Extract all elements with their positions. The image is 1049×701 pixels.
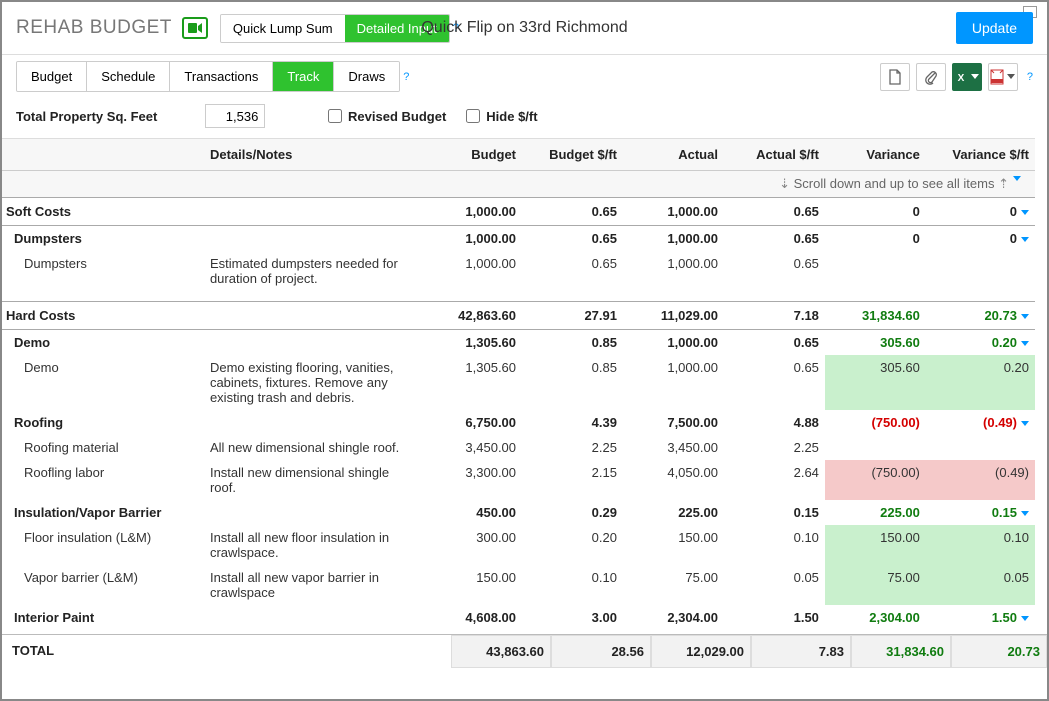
table-row[interactable]: Roofing materialAll new dimensional shin… <box>2 435 1035 460</box>
col-actual[interactable]: Actual <box>623 139 724 171</box>
sqft-label: Total Property Sq. Feet <box>16 109 157 124</box>
table-row[interactable]: Floor insulation (L&M)Install all new fl… <box>2 525 1035 565</box>
total-row: TOTAL 43,863.60 28.56 12,029.00 7.83 31,… <box>2 634 1047 668</box>
section-row[interactable]: Hard Costs42,863.6027.9111,029.007.1831,… <box>2 302 1035 330</box>
header: REHAB BUDGET Quick Lump Sum Detailed Inp… <box>2 2 1047 55</box>
total-budget-ft: 28.56 <box>551 635 651 668</box>
help-icon[interactable]: ? <box>1027 71 1033 83</box>
update-button[interactable]: Update <box>956 12 1033 44</box>
table-row[interactable]: Vapor barrier (L&M)Install all new vapor… <box>2 565 1035 605</box>
new-doc-icon[interactable] <box>880 63 910 91</box>
subtotal-row[interactable]: Interior Paint4,608.003.002,304.001.502,… <box>2 605 1035 630</box>
toolbar: Budget Schedule Transactions Track Draws… <box>2 55 1047 98</box>
hide-dollarft-label: Hide $/ft <box>486 109 537 124</box>
table-row[interactable]: DumpstersEstimated dumpsters needed for … <box>2 251 1035 291</box>
expand-caret-icon[interactable] <box>1021 511 1029 516</box>
subtotal-row[interactable]: Demo1,305.600.851,000.000.65305.600.20 <box>2 330 1035 356</box>
expand-caret-icon[interactable] <box>1021 210 1029 215</box>
app-window: REHAB BUDGET Quick Lump Sum Detailed Inp… <box>0 0 1049 701</box>
subtotal-row[interactable]: Insulation/Vapor Barrier450.000.29225.00… <box>2 500 1035 525</box>
col-blank <box>2 139 204 171</box>
budget-table: Details/Notes Budget Budget $/ft Actual … <box>2 138 1035 668</box>
tab-schedule[interactable]: Schedule <box>87 62 170 91</box>
tab-budget[interactable]: Budget <box>17 62 87 91</box>
total-variance: 31,834.60 <box>851 635 951 668</box>
section-row[interactable]: Soft Costs1,000.000.651,000.000.6500 <box>2 198 1035 226</box>
expand-caret-icon[interactable] <box>1021 341 1029 346</box>
scroll-hint: ⇣ Scroll down and up to see all items ⇡ <box>2 171 1035 198</box>
attachment-icon[interactable] <box>916 63 946 91</box>
revised-budget-label: Revised Budget <box>348 109 446 124</box>
subtotal-row[interactable]: Roofing6,750.004.397,500.004.88(750.00)(… <box>2 410 1035 435</box>
table-row[interactable]: Roofling laborInstall new dimensional sh… <box>2 460 1035 500</box>
export-excel-button[interactable]: X <box>952 63 982 91</box>
col-details[interactable]: Details/Notes <box>204 139 421 171</box>
svg-text:X: X <box>958 73 965 84</box>
video-icon[interactable] <box>182 17 208 39</box>
expand-caret-icon[interactable] <box>1021 314 1029 319</box>
tab-track[interactable]: Track <box>273 62 334 91</box>
col-variance[interactable]: Variance <box>825 139 926 171</box>
controls: Total Property Sq. Feet Revised Budget H… <box>2 98 1047 138</box>
budget-table-wrap: Details/Notes Budget Budget $/ft Actual … <box>2 138 1047 668</box>
hide-dollarft-checkbox[interactable] <box>466 109 480 123</box>
total-actual-ft: 7.83 <box>751 635 851 668</box>
project-title: Quick Flip on 33rd Richmond <box>421 19 627 37</box>
total-budget: 43,863.60 <box>451 635 551 668</box>
table-row[interactable]: DemoDemo existing flooring, vanities, ca… <box>2 355 1035 410</box>
sqft-input[interactable] <box>205 104 265 128</box>
export-pdf-button[interactable] <box>988 63 1018 91</box>
help-icon[interactable]: ? <box>403 71 409 83</box>
table-body: ⇣ Scroll down and up to see all items ⇡S… <box>2 171 1035 669</box>
subtotal-row[interactable]: Dumpsters1,000.000.651,000.000.6500 <box>2 226 1035 252</box>
export-buttons: X ? <box>880 63 1033 91</box>
tab-draws[interactable]: Draws <box>334 62 399 91</box>
expand-caret-icon[interactable] <box>1021 616 1029 621</box>
total-variance-ft: 20.73 <box>951 635 1047 668</box>
expand-caret-icon[interactable] <box>1021 237 1029 242</box>
col-actual-ft[interactable]: Actual $/ft <box>724 139 825 171</box>
tab-group: Budget Schedule Transactions Track Draws <box>16 61 400 92</box>
tab-transactions[interactable]: Transactions <box>170 62 273 91</box>
col-budget[interactable]: Budget <box>421 139 522 171</box>
app-title: REHAB BUDGET <box>16 17 172 39</box>
total-actual: 12,029.00 <box>651 635 751 668</box>
mode-toggle: Quick Lump Sum Detailed Input <box>220 14 450 43</box>
expand-caret-icon[interactable] <box>1021 421 1029 426</box>
mode-quick-button[interactable]: Quick Lump Sum <box>221 15 345 42</box>
table-header-row: Details/Notes Budget Budget $/ft Actual … <box>2 139 1035 171</box>
revised-budget-checkbox[interactable] <box>328 109 342 123</box>
budget-table-scroll[interactable]: Details/Notes Budget Budget $/ft Actual … <box>2 138 1035 668</box>
col-variance-ft[interactable]: Variance $/ft <box>926 139 1035 171</box>
total-label: TOTAL <box>2 635 236 668</box>
col-budget-ft[interactable]: Budget $/ft <box>522 139 623 171</box>
